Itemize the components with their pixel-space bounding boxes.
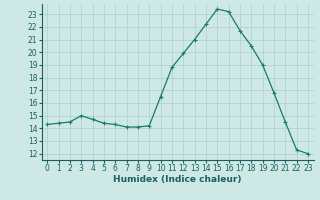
X-axis label: Humidex (Indice chaleur): Humidex (Indice chaleur) xyxy=(113,175,242,184)
